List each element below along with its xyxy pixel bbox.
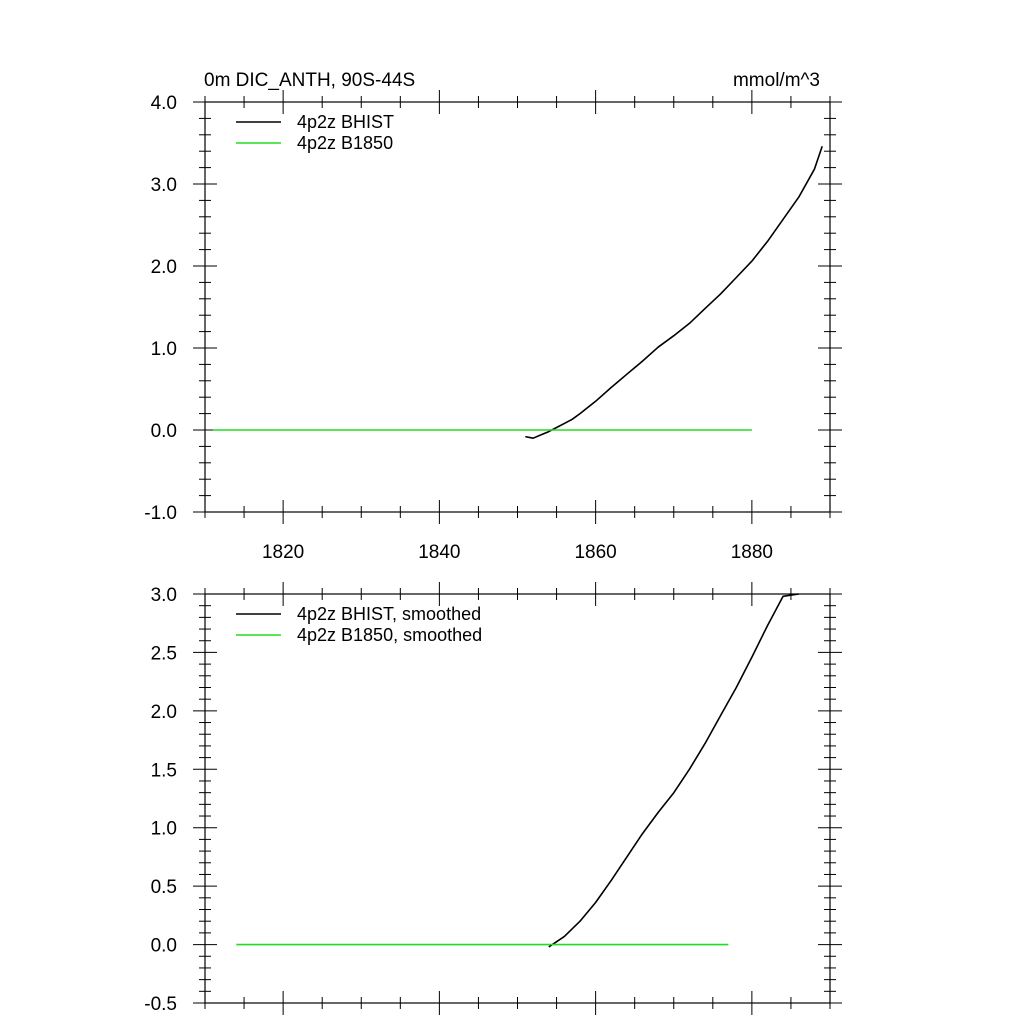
legend-label: 4p2z BHIST (297, 112, 394, 132)
x-tick-label: 1860 (574, 542, 616, 563)
panel-bottom: -0.5 0.0 0.5 1.0 1.5 2.0 2.5 3.0 4p2z BHIST, smo… (144, 582, 842, 1015)
y-tick-label: 2.0 (151, 702, 177, 723)
y-tick-label: 0.0 (151, 936, 177, 957)
y-tick-label: 1.5 (151, 760, 177, 781)
panel-top: 0m DIC_ANTH, 90S-44S mmol/m^3 -1.0 0.0 1.0… (144, 70, 842, 563)
x-tick-label: 1840 (418, 542, 460, 563)
y-tick-label: 2.0 (151, 257, 177, 278)
y-tick-label: 3.0 (151, 585, 177, 606)
y-tick-label: -1.0 (144, 503, 177, 524)
y-tick-label: 1.0 (151, 819, 177, 840)
y-tick-label: 0.0 (151, 421, 177, 442)
x-tick-label: 1820 (262, 542, 304, 563)
chart-title-left: 0m DIC_ANTH, 90S-44S (204, 70, 415, 91)
series-line-4p2z-bhist (525, 146, 823, 440)
legend-label: 4p2z B1850, smoothed (297, 625, 482, 645)
y-tick-label: 2.5 (151, 643, 177, 664)
y-tick-label: -0.5 (144, 994, 177, 1015)
x-tick-label: 1880 (731, 542, 773, 563)
y-tick-label: 3.0 (151, 175, 177, 196)
chart-title-units: mmol/m^3 (733, 70, 820, 91)
plot-frame (204, 101, 831, 513)
y-tick-label: 0.5 (151, 877, 177, 898)
y-tick-label: 1.0 (151, 339, 177, 360)
legend-label: 4p2z B1850 (297, 133, 393, 153)
y-tick-label: 4.0 (151, 93, 177, 114)
plot-frame (204, 593, 831, 1004)
series-line-4p2z-bhist-smoothed (548, 593, 799, 948)
legend-label: 4p2z BHIST, smoothed (297, 604, 481, 624)
